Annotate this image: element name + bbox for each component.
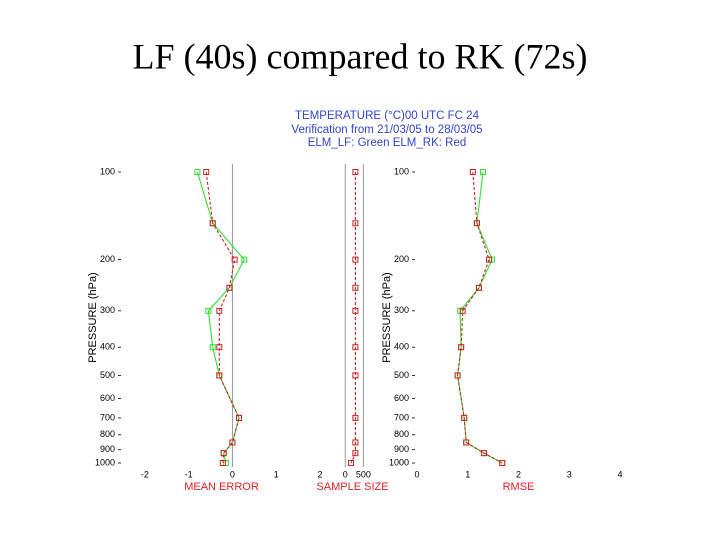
x-tick-label: 2 [516, 469, 521, 479]
series-line [196, 171, 245, 464]
y-tick-label: 700 [394, 412, 409, 422]
x-tick-label: 0 [343, 469, 348, 479]
header-line: ELM_LF: Green ELM_RK: Red [308, 137, 467, 149]
y-tick-label: 1000 [389, 457, 409, 467]
marker [216, 372, 223, 379]
marker [229, 439, 236, 446]
x-tick-label: 0 [414, 469, 419, 479]
marker [222, 460, 229, 466]
marker [454, 372, 461, 379]
marker [216, 344, 223, 351]
marker [458, 344, 465, 351]
marker [461, 414, 468, 421]
series-line [350, 172, 356, 464]
series-line [205, 171, 240, 464]
marker [463, 439, 470, 446]
y-tick-label: 500 [100, 370, 115, 380]
marker [209, 344, 216, 351]
marker [479, 169, 486, 175]
y-tick-label: 800 [100, 429, 115, 439]
y-axis-title: PRESSURE (hPa) [381, 272, 393, 362]
marker [348, 460, 355, 466]
header-line: TEMPERATURE (°C)00 UTC FC 24 [295, 110, 480, 122]
marker [231, 256, 238, 263]
marker [220, 450, 227, 457]
y-tick-label: 900 [100, 444, 115, 454]
marker [209, 220, 216, 227]
marker [194, 169, 201, 175]
series-line [457, 171, 503, 464]
y-tick-label: 100 [100, 166, 115, 176]
x-tick-label: 2 [317, 469, 322, 479]
y-tick-label: 500 [394, 370, 409, 380]
marker [352, 256, 359, 263]
x-tick-label: -1 [185, 469, 193, 479]
y-axis-title: PRESSURE (hPa) [87, 272, 99, 362]
marker [486, 256, 493, 263]
y-tick-label: 600 [100, 393, 115, 403]
marker [352, 220, 359, 227]
y-tick-label: 700 [100, 412, 115, 422]
y-tick-label: 600 [394, 393, 409, 403]
marker [352, 344, 359, 351]
x-tick-label: -2 [141, 469, 149, 479]
slide-title: LF (40s) compared to RK (72s) [133, 36, 588, 76]
marker [352, 169, 359, 175]
y-tick-label: 200 [394, 254, 409, 264]
x-tick-label: 1 [274, 469, 279, 479]
x-tick-label: 4 [617, 469, 622, 479]
marker [205, 307, 212, 314]
marker [226, 284, 233, 291]
y-tick-label: 1000 [95, 457, 115, 467]
y-tick-label: 300 [100, 305, 115, 315]
marker [480, 450, 487, 457]
x-tick-label: 0 [230, 469, 235, 479]
x-axis-title: SAMPLE SIZE [316, 481, 388, 493]
marker [352, 372, 359, 379]
marker [352, 307, 359, 314]
marker [352, 414, 359, 421]
y-tick-label: 900 [394, 444, 409, 454]
header-line: Verification from 21/03/05 to 28/03/05 [291, 124, 482, 136]
marker [203, 169, 210, 175]
y-tick-label: 400 [394, 342, 409, 352]
marker [236, 414, 243, 421]
x-tick-label: 3 [567, 469, 572, 479]
marker [352, 284, 359, 291]
x-tick-label: 500 [356, 469, 371, 479]
x-axis-title: RMSE [503, 481, 535, 493]
y-tick-label: 100 [394, 166, 409, 176]
marker [475, 284, 482, 291]
y-tick-label: 800 [394, 429, 409, 439]
marker [216, 307, 223, 314]
x-axis-title: MEAN ERROR [184, 481, 259, 493]
y-tick-label: 300 [394, 305, 409, 315]
marker [473, 220, 480, 227]
marker [241, 256, 248, 263]
marker [219, 460, 226, 466]
x-tick-label: 1 [465, 469, 470, 479]
marker [489, 256, 496, 263]
marker [352, 450, 359, 457]
marker [469, 169, 476, 175]
marker [352, 439, 359, 446]
y-tick-label: 200 [100, 254, 115, 264]
marker [459, 307, 466, 314]
y-tick-label: 400 [100, 342, 115, 352]
marker [499, 460, 506, 466]
